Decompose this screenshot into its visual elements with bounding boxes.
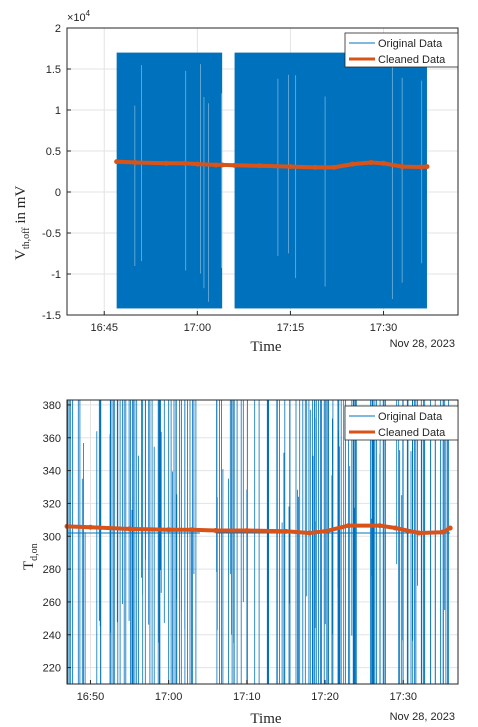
cleaned-data-point [349,161,355,167]
cleaned-data-point [424,164,430,170]
original-data-band [116,52,223,309]
x-tick-label: 17:00 [155,691,183,703]
chart-2-legend-original-label: Original Data [378,411,443,423]
y-tick-label: 0 [55,187,61,199]
y-tick-label: 0.5 [46,146,61,158]
chart-2-axes-frame [66,399,459,685]
cleaned-data-point [392,525,398,531]
cleaned-data-point [416,530,422,536]
y-tick-label: 320 [43,498,61,510]
y-tick-label: 220 [43,663,61,675]
cleaned-data-line [116,159,428,170]
cleaned-data-point [127,526,133,532]
cleaned-data-point [213,528,219,534]
chart-1-date-label: Nov 28, 2023 [390,338,455,350]
y-tick-label: -1.5 [42,310,61,322]
x-tick-label: 16:45 [90,322,118,334]
y-tick-label: 340 [43,466,61,478]
cleaned-data-point [256,163,262,169]
cleaned-data-point [166,527,172,533]
cleaned-data-point [346,523,352,529]
cleaned-data-point [381,160,387,166]
cleaned-data-line [66,523,452,535]
x-tick-label: 17:20 [311,691,339,703]
chart-2-legend: Original Data Cleaned Data [344,405,459,441]
x-tick-label: 17:10 [233,691,261,703]
chart-1-legend-original-label: Original Data [378,38,443,50]
cleaned-data-point [283,528,289,534]
chart-2-x-axis-label: Time [250,711,281,727]
cleaned-data-point [189,527,195,533]
cleaned-data-point [194,161,200,167]
y-tick-label: 300 [43,531,61,543]
cleaned-data-point [114,159,120,165]
y-tick-label: 240 [43,630,61,642]
cleaned-data-point [439,529,445,535]
chart-1-legend-cleaned-label: Cleaned Data [378,54,446,66]
y-tick-label: 260 [43,597,61,609]
x-tick-label: 17:15 [277,322,305,334]
cleaned-data-point [182,160,188,166]
original-data-band [234,52,427,309]
cleaned-data-point [368,159,374,165]
cleaned-data-point [244,528,250,534]
x-tick-label: 17:30 [370,322,398,334]
x-tick-label: 17:30 [389,691,417,703]
y-tick-label: 380 [43,400,61,412]
chart-2-plot-area [64,400,453,684]
chart-2-legend-cleaned-label: Cleaned Data [378,427,446,439]
cleaned-data-point [306,530,312,536]
cleaned-data-point [377,523,383,529]
cleaned-data-point [447,525,453,531]
x-tick-label: 16:50 [77,691,105,703]
cleaned-data-point [87,524,93,530]
chart-1: 21.510.50-0.5-1-1.516:45 17:00 17:15 17:30 … [13,9,459,355]
y-tick-label: 2 [55,23,61,35]
cleaned-data-point [132,159,138,165]
cleaned-data-point [219,162,225,168]
y-tick-label: 1 [55,105,61,117]
chart-1-plot-area [114,52,430,309]
original-data-spikes [67,400,197,684]
cleaned-data-point [331,164,337,170]
cleaned-data-point [322,528,328,534]
chart-1-exponent-label: ×104 [67,9,91,24]
chart-2-date-label: Nov 28, 2023 [390,711,455,723]
y-tick-label: 1.5 [46,64,61,76]
cleaned-data-point [232,162,238,168]
y-tick-label: 360 [43,433,61,445]
chart-2: 380 360 340 320 300 280 260 240 220 16:50 17:00 17:… [21,399,459,727]
original-data-spikes [216,400,449,684]
cleaned-data-point [418,164,424,170]
cleaned-data-point [287,164,293,170]
chart-1-x-axis-label: Time [250,339,281,355]
cleaned-data-point [213,162,219,168]
y-tick-label: -0.5 [42,228,61,240]
x-tick-label: 17:00 [184,322,212,334]
chart-1-legend: Original Data Cleaned Data [344,32,459,68]
cleaned-data-point [163,160,169,166]
chart-2-y-axis-label: Td,on [21,543,40,570]
chart-1-y-axis-label: Vth,off in mV [13,186,32,260]
y-tick-label: -1 [51,269,61,281]
cleaned-data-point [312,164,318,170]
cleaned-data-point [399,164,405,170]
chart-1-axes-frame [66,27,459,316]
chart-1-ticks: 2 1.5 1 0.5 0 -0.5 -1 -1.5 16:45 17:00 17:15 17:30 [42,23,397,334]
y-tick-label: 280 [43,564,61,576]
chart-2-ticks: 380 360 340 320 300 280 260 240 220 16:50 17:00 17:… [43,400,417,703]
